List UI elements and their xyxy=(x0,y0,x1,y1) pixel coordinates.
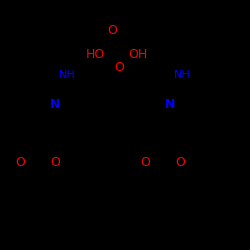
Text: N: N xyxy=(165,98,175,112)
Text: OH: OH xyxy=(128,48,147,62)
Text: O: O xyxy=(108,24,118,36)
Text: NH: NH xyxy=(174,70,191,80)
Text: HO: HO xyxy=(86,48,104,62)
Text: O: O xyxy=(140,156,150,169)
Text: O: O xyxy=(50,156,60,169)
Text: O: O xyxy=(15,156,25,169)
Text: O: O xyxy=(175,156,185,169)
Text: O: O xyxy=(114,61,124,74)
Text: NH: NH xyxy=(59,70,76,80)
Text: N: N xyxy=(50,98,60,112)
